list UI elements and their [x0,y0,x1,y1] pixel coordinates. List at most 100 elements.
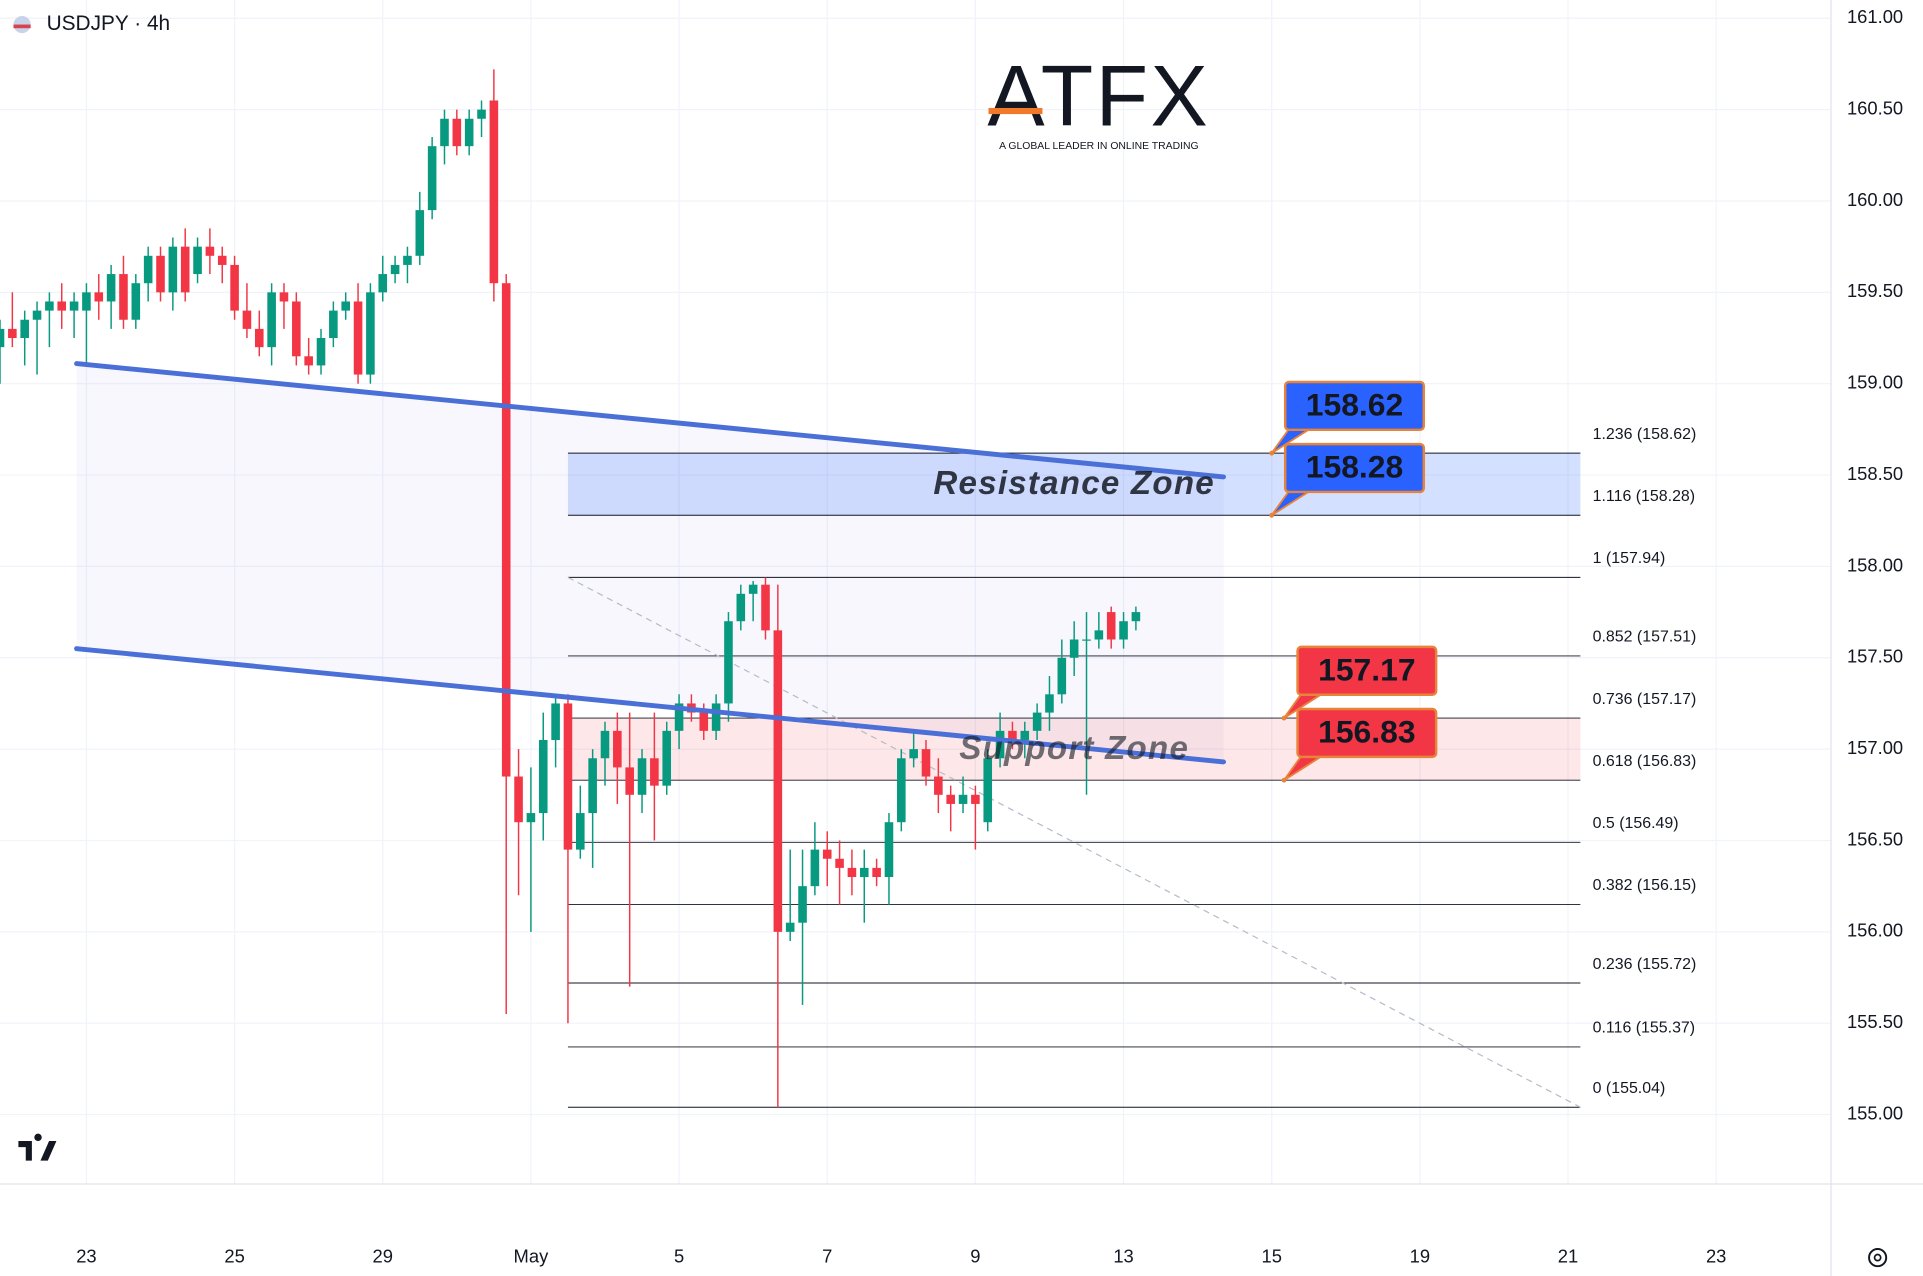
candle-body [57,301,67,311]
candle-body [230,264,239,311]
candle-body [748,584,758,594]
candle-body [613,730,622,768]
settings-icon[interactable] [1868,1248,1888,1268]
candle-body [254,328,264,348]
trendline [74,361,1227,480]
x-tick-label: 7 [822,1245,832,1266]
candle-body [909,749,918,759]
symbol-title: USDJPY · 4h [47,12,171,35]
fib-label: 1.236 (158.62) [1593,426,1697,443]
callout-anchor [1269,450,1275,456]
settings-gear-center[interactable] [1873,1253,1882,1262]
settings-gear[interactable] [1868,1248,1888,1268]
channel-fill [76,363,1224,762]
candle-body [1020,730,1030,740]
candle-body [427,146,437,211]
candle-body [526,813,536,823]
candle-body [897,758,906,823]
candle-body [489,100,499,284]
y-tick-label: 159.50 [1847,280,1903,301]
x-tick-label: 23 [76,1245,96,1266]
x-tick-label: May [514,1245,550,1266]
candle-body [773,630,783,932]
candle-body [798,886,807,923]
fib-label: 0.236 (155.72) [1593,956,1697,973]
callout-value: 158.28 [1306,449,1403,485]
channel [76,363,1224,762]
candle-body [872,867,881,878]
x-tick-label: 21 [1558,1245,1578,1266]
candle-body [119,274,128,320]
fib-label: 0.382 (156.15) [1593,877,1697,894]
candle-body [366,292,375,375]
candle-body [847,867,857,878]
candle-body [143,255,153,284]
candle-body [180,246,190,293]
candle-body [650,758,659,786]
callout-box [1283,380,1426,432]
callout-anchor [1281,777,1287,783]
candle-body [538,739,548,814]
trendline [74,646,1227,765]
candle-body [279,292,289,302]
candle-body [94,292,104,302]
y-tick-label: 158.50 [1847,463,1903,484]
candle-body [20,319,29,339]
fib-label: 0.618 (156.83) [1593,753,1697,770]
candle-body [415,210,425,256]
logo-name: ATFX [987,49,1210,145]
candle-body [600,730,610,759]
candle-body [32,310,42,320]
candle-body [958,794,968,804]
candle-body [168,246,178,293]
candle-body [1131,612,1141,622]
fib-trend-line [567,576,1581,1108]
zone-label: Resistance Zone [933,465,1214,502]
candle-body [724,621,733,704]
y-tick-label: 155.00 [1847,1102,1903,1123]
candle-body [0,328,5,348]
candle-body [304,356,313,366]
candle-body [699,712,709,731]
candle-body [711,703,721,731]
candle-body [884,822,894,878]
candle-body [983,758,993,823]
x-tick-label: 25 [224,1245,244,1266]
candle-body [1094,630,1104,640]
tv-logo [18,1133,57,1161]
candle-body [45,301,54,311]
candle-body [217,255,227,265]
candle-body [440,118,449,147]
candle-body [563,703,573,850]
candle-body [810,849,820,887]
zone-label: Support Zone [959,730,1189,767]
candle-body [8,328,17,339]
candle-body [514,776,523,823]
candle-body [1082,639,1091,641]
candle-body [946,794,955,804]
x-tick-label: 15 [1261,1245,1281,1266]
fibonacci: 1.236 (158.62) 1.116 (158.28) 1 (157.94) 0.… [567,426,1697,1108]
candle-body [995,730,1005,759]
candle-body [82,292,91,311]
y-tick-label: 156.50 [1847,828,1903,849]
x-tick-label: 13 [1113,1245,1133,1266]
candle-body [464,118,474,147]
candle-body [971,794,980,804]
y-tick-label: 160.00 [1847,189,1903,210]
flag-icon [13,15,31,34]
candle-body [1106,612,1116,640]
callout-value: 158.62 [1306,387,1403,423]
y-tick-label: 157.50 [1847,646,1903,667]
logo: ATFX A GLOBAL LEADER IN ONLINE TRADING [987,49,1210,152]
candle-body [378,274,388,293]
candle-body [822,849,832,859]
flag-icon-stripe [13,24,31,29]
callout-anchor [1269,512,1275,518]
candle-body [551,703,560,740]
callout-box [1283,442,1426,494]
fib-label: 0.852 (157.51) [1593,629,1697,646]
logo-accent [988,107,1043,115]
